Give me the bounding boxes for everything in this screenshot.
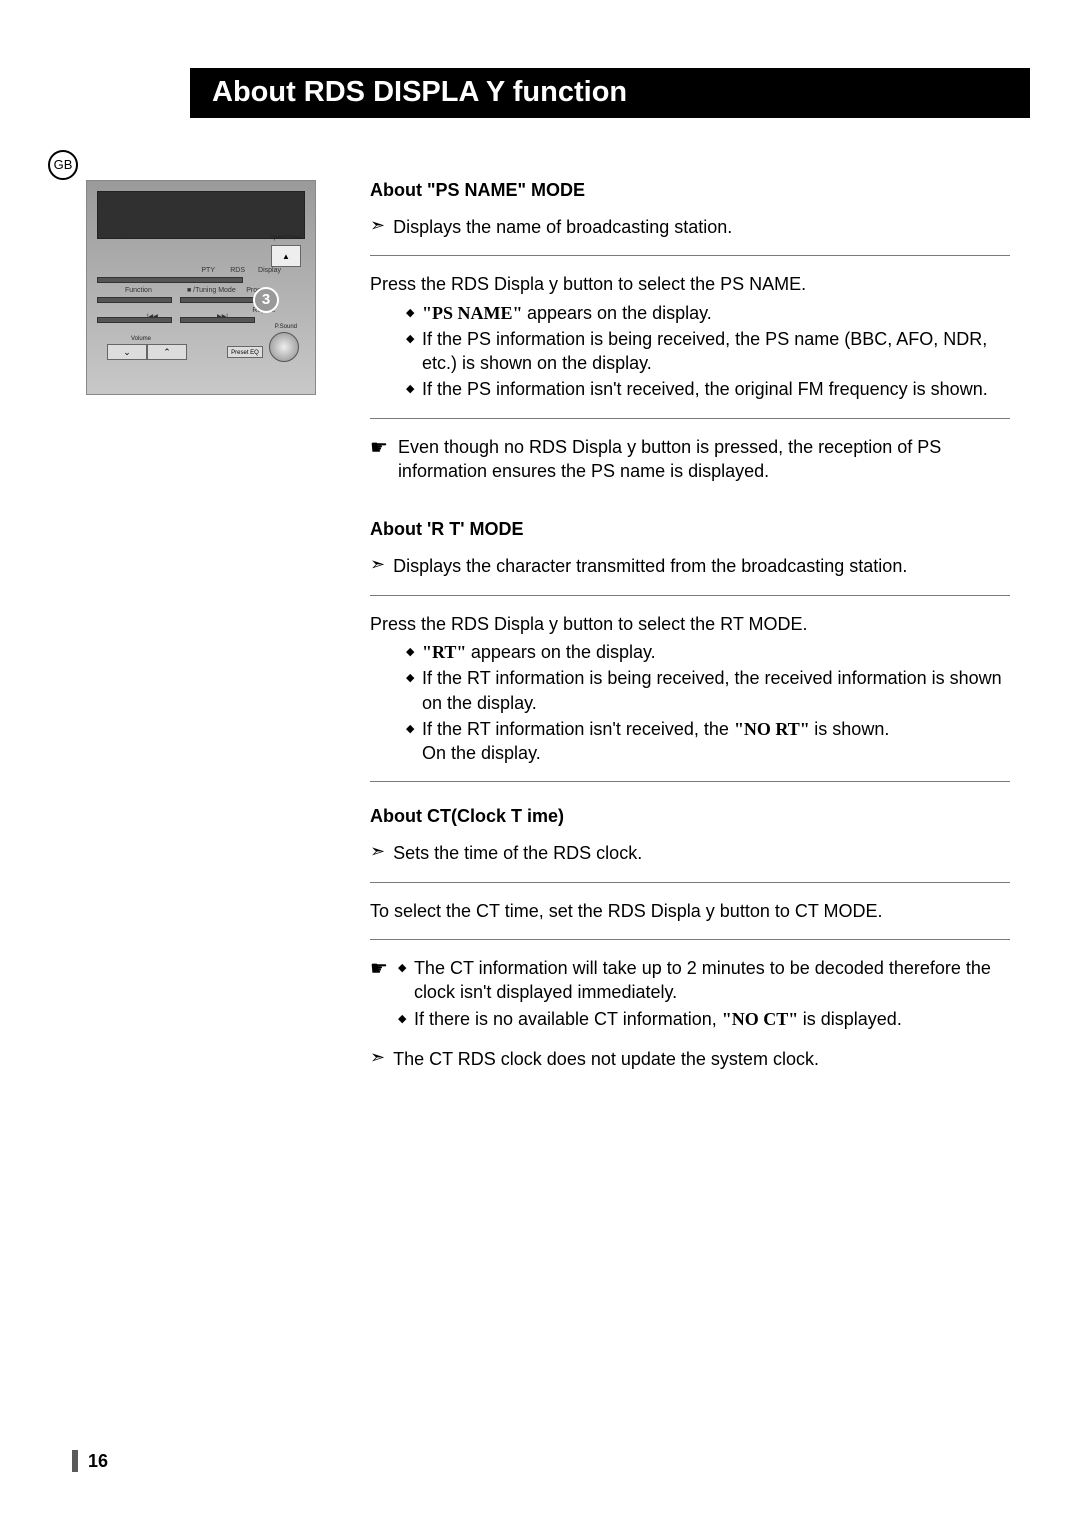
ps-b2: If the PS information is being received,… [406, 327, 1010, 376]
hand-icon: ☛ [370, 956, 388, 1033]
rt-desc: ➣ Displays the character transmitted fro… [370, 554, 1010, 578]
divider [370, 781, 1010, 782]
slot-3a [97, 317, 172, 323]
language-badge: GB [48, 150, 78, 180]
ps-name-desc-text: Displays the name of broadcasting statio… [393, 215, 732, 239]
rds-label: RDS [230, 267, 245, 274]
page-number: 16 [72, 1450, 108, 1472]
slot-1 [97, 277, 243, 283]
rt-heading: About 'R T' MODE [370, 519, 1010, 540]
arrow-icon: ➣ [370, 554, 385, 576]
ps-name-note-text: Even though no RDS Displa y button is pr… [398, 435, 1010, 484]
rt-desc-text: Displays the character transmitted from … [393, 554, 907, 578]
device-illustration: Open/Close ▲ PTY RDS Display Function ■ … [86, 180, 316, 395]
page-tick-icon [72, 1450, 78, 1472]
device-row-repeat: Repeat I◀◀ ▶▶I [97, 309, 305, 323]
divider [370, 255, 1010, 256]
pty-label: PTY [201, 267, 215, 274]
section-ps-name: About "PS NAME" MODE ➣ Displays the name… [370, 180, 1010, 483]
divider [370, 882, 1010, 883]
page-title: About RDS DISPLA Y function [190, 68, 1030, 118]
slot-3b [180, 317, 255, 323]
ps-b3: If the PS information isn't received, th… [406, 377, 1010, 401]
ps-name-note: ☛ Even though no RDS Displa y button is … [370, 435, 1010, 484]
section-ct: About CT(Clock T ime) ➣ Sets the time of… [370, 806, 1010, 1071]
volume-label: Volume [131, 336, 151, 342]
ct-n1: The CT information will take up to 2 min… [398, 956, 1010, 1005]
device-lcd [97, 191, 305, 239]
page-number-text: 16 [88, 1451, 108, 1472]
function-label: Function [125, 287, 152, 294]
slot-2b [180, 297, 255, 303]
open-close-label: Open/Close [269, 235, 301, 241]
step-circle-3: 3 [253, 287, 279, 313]
device-row-rds: PTY RDS Display [97, 269, 305, 283]
open-close-button: ▲ [271, 245, 301, 267]
ct-desc-text: Sets the time of the RDS clock. [393, 841, 642, 865]
ps-name-bullets: "PS NAME" appears on the display. If the… [406, 301, 1010, 402]
ct-final-text: The CT RDS clock does not update the sys… [393, 1047, 819, 1071]
divider [370, 939, 1010, 940]
ct-n2: If there is no available CT information,… [398, 1007, 1010, 1031]
rt-bullets: "RT" appears on the display. If the RT i… [406, 640, 1010, 765]
section-rt: About 'R T' MODE ➣ Displays the characte… [370, 519, 1010, 782]
divider [370, 595, 1010, 596]
ct-note-bullets: The CT information will take up to 2 min… [398, 956, 1010, 1033]
ps-name-heading: About "PS NAME" MODE [370, 180, 1010, 201]
main-content: About "PS NAME" MODE ➣ Displays the name… [370, 180, 1010, 1095]
hand-icon: ☛ [370, 435, 388, 484]
vol-down: ⌄ [107, 344, 147, 360]
ct-desc: ➣ Sets the time of the RDS clock. [370, 841, 1010, 865]
psound-knob [269, 332, 299, 362]
vol-up: ⌃ [147, 344, 187, 360]
rt-press: Press the RDS Displa y button to select … [370, 612, 1010, 636]
ps-name-desc: ➣ Displays the name of broadcasting stat… [370, 215, 1010, 239]
rt-b2: If the RT information is being received,… [406, 666, 1010, 715]
rt-b1: "RT" appears on the display. [406, 640, 1010, 664]
ct-final: ➣ The CT RDS clock does not update the s… [370, 1047, 1010, 1071]
tuning-label: ■ /Tuning Mode [187, 287, 236, 294]
display-label: Display [258, 267, 281, 274]
ps-name-press: Press the RDS Displa y button to select … [370, 272, 1010, 296]
arrow-icon: ➣ [370, 1047, 385, 1069]
psound-label: P.Sound [275, 324, 297, 330]
slot-2a [97, 297, 172, 303]
divider [370, 418, 1010, 419]
volume-buttons: ⌄ ⌃ [107, 344, 187, 360]
arrow-icon: ➣ [370, 841, 385, 863]
ct-press: To select the CT time, set the RDS Displ… [370, 899, 1010, 923]
ps-b1: "PS NAME" appears on the display. [406, 301, 1010, 325]
ct-heading: About CT(Clock T ime) [370, 806, 1010, 827]
arrow-icon: ➣ [370, 215, 385, 237]
ct-note: ☛ The CT information will take up to 2 m… [370, 956, 1010, 1033]
preset-eq-button: Preset EQ [227, 346, 263, 358]
rt-b3: If the RT information isn't received, th… [406, 717, 1010, 766]
